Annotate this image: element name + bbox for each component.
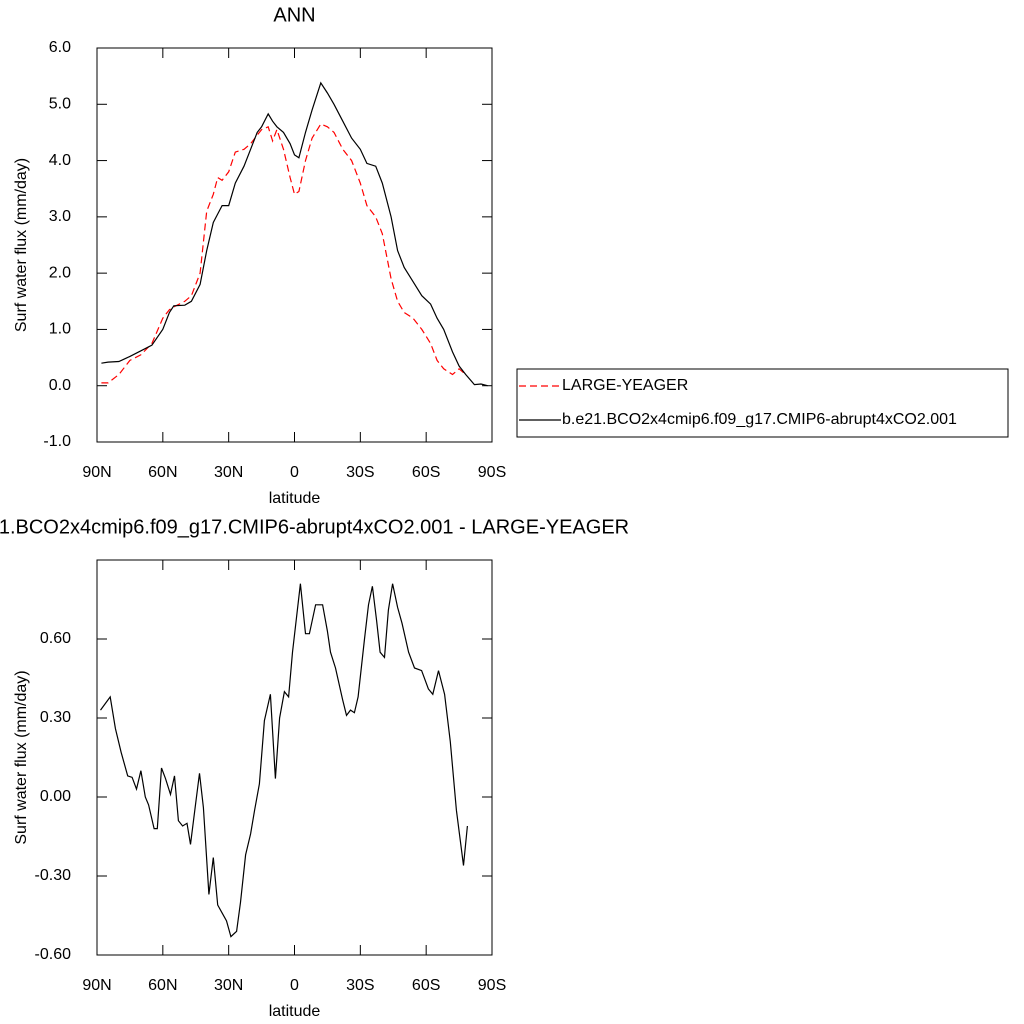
y-tick-label: 0.0 [49,377,71,394]
x-tick-label: 60S [412,977,440,994]
x-tick-label: 90N [82,977,111,994]
legend-label: b.e21.BCO2x4cmip6.f09_g17.CMIP6-abrupt4x… [562,411,957,428]
x-tick-label: 0 [290,977,299,994]
x-tick-label: 30S [346,464,374,481]
x-tick-label: 30N [214,977,243,994]
legend-box [516,368,1009,438]
x-tick-label: 60N [148,464,177,481]
x-tick-label: 60S [412,464,440,481]
x-axis-label: latitude [269,1003,321,1020]
y-tick-label: 1.0 [49,321,71,338]
x-tick-label: 60N [148,977,177,994]
y-tick-label: -1.0 [43,433,71,450]
y-tick-label: 5.0 [49,96,71,113]
x-tick-label: 30S [346,977,374,994]
x-axis-label: latitude [269,490,321,507]
y-tick-label: 4.0 [49,152,71,169]
chart-title: ANN [273,4,315,26]
y-tick-label: -0.60 [35,946,72,963]
chart-title: b.e21.BCO2x4cmip6.f09_g17.CMIP6-abrupt4x… [0,516,629,538]
data-line [100,583,468,938]
y-tick-label: -0.30 [35,867,72,884]
y-tick-label: 3.0 [49,208,71,225]
legend-label: LARGE-YEAGER [562,377,688,394]
y-tick-label: 6.0 [49,39,71,56]
x-tick-label: 90N [82,464,111,481]
plot-frame [96,559,493,956]
y-axis-label: Surf water flux (mm/day) [13,670,30,844]
y-tick-label: 0.30 [40,709,71,726]
y-tick-label: 0.00 [40,788,71,805]
x-tick-label: 30N [214,464,243,481]
y-axis-label: Surf water flux (mm/day) [13,158,30,332]
x-tick-label: 90S [478,977,506,994]
x-tick-label: 90S [478,464,506,481]
data-line [101,81,488,387]
plot-frame [96,47,493,443]
y-tick-label: 2.0 [49,264,71,281]
data-line [101,123,467,384]
y-tick-label: 0.60 [40,630,71,647]
x-tick-label: 0 [290,464,299,481]
